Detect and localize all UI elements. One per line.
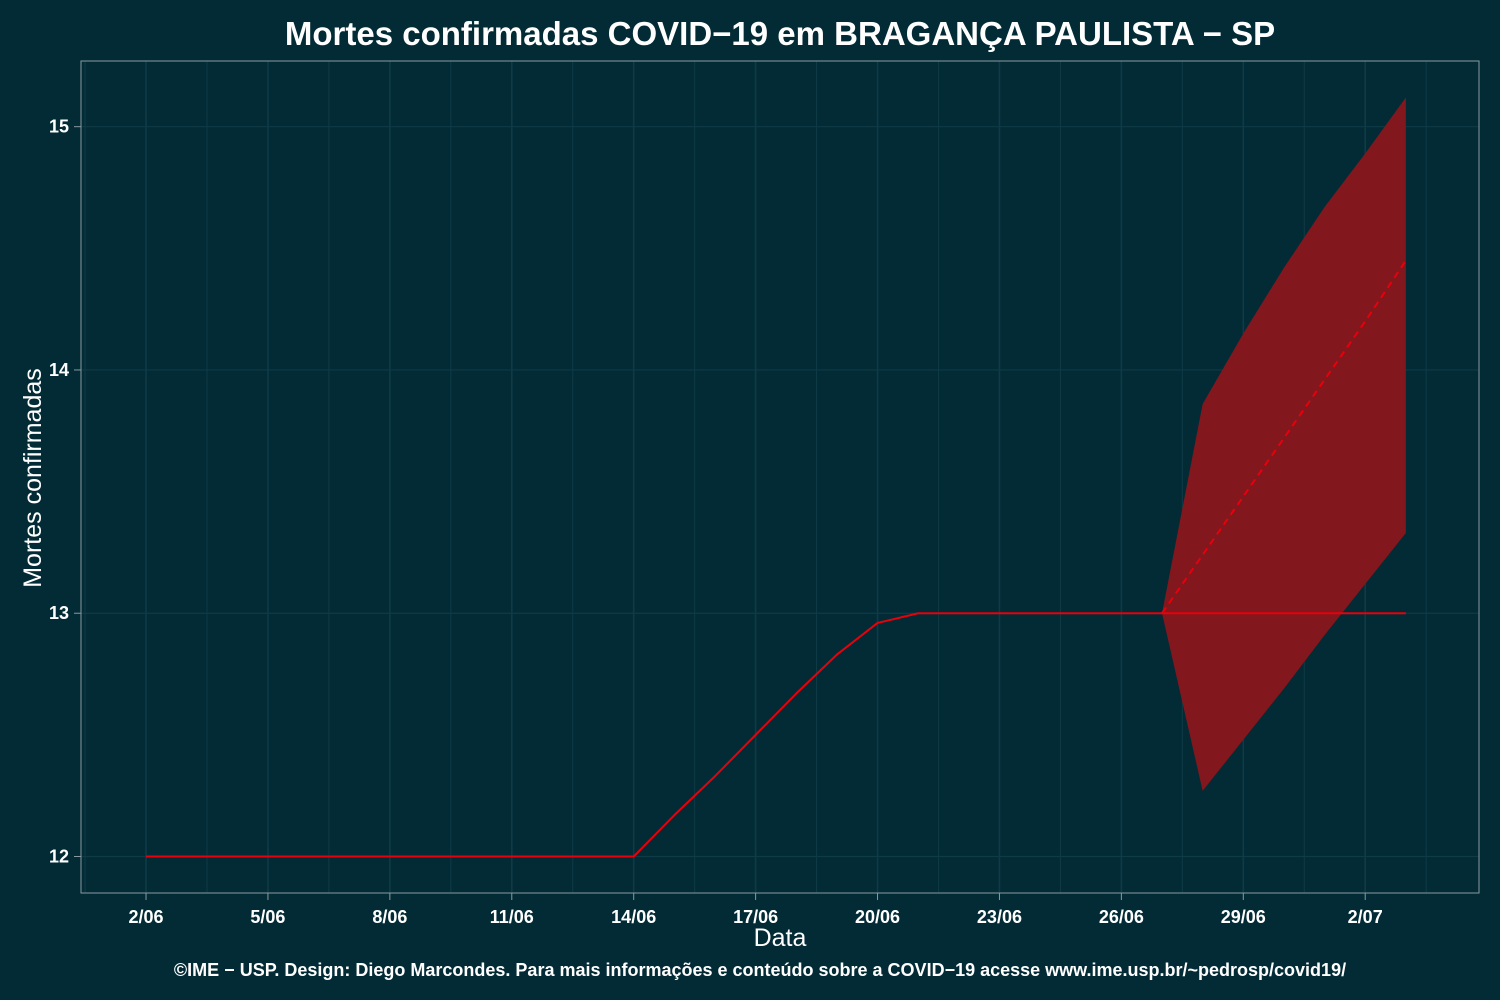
x-tick-label: 14/06 (611, 907, 656, 927)
confidence-band-layer (1162, 97, 1406, 791)
series-lines-layer (146, 259, 1407, 858)
observed-line (146, 612, 1406, 858)
x-tick-label: 23/06 (977, 907, 1022, 927)
x-tick-label: 2/07 (1348, 907, 1383, 927)
chart-title: Mortes confirmadas COVID−19 em BRAGANÇA … (285, 15, 1275, 52)
chart-caption: ©IME − USP. Design: Diego Marcondes. Par… (174, 960, 1346, 980)
y-tick-label: 14 (49, 360, 69, 380)
x-tick-label: 5/06 (250, 907, 285, 927)
x-axis-ticks: 2/06 5/06 8/06 11/06 14/06 17/06 20/06 23/06 26/… (128, 893, 1383, 927)
x-tick-label: 20/06 (855, 907, 900, 927)
x-tick-label: 8/06 (372, 907, 407, 927)
plot-panel-border (80, 60, 1480, 894)
x-tick-label: 2/06 (128, 907, 163, 927)
confidence-band (1162, 97, 1406, 791)
y-axis-title: Mortes confirmadas (19, 368, 47, 588)
x-axis-title: Data (754, 924, 807, 952)
x-tick-label: 11/06 (490, 907, 534, 927)
y-axis-ticks: 12 13 14 15 (49, 117, 81, 867)
x-tick-label: 17/06 (733, 907, 778, 927)
x-tick-label: 26/06 (1099, 907, 1144, 927)
y-tick-label: 13 (49, 603, 69, 623)
x-tick-label: 29/06 (1221, 907, 1266, 927)
y-tick-label: 15 (49, 117, 69, 137)
y-tick-label: 12 (49, 847, 69, 867)
